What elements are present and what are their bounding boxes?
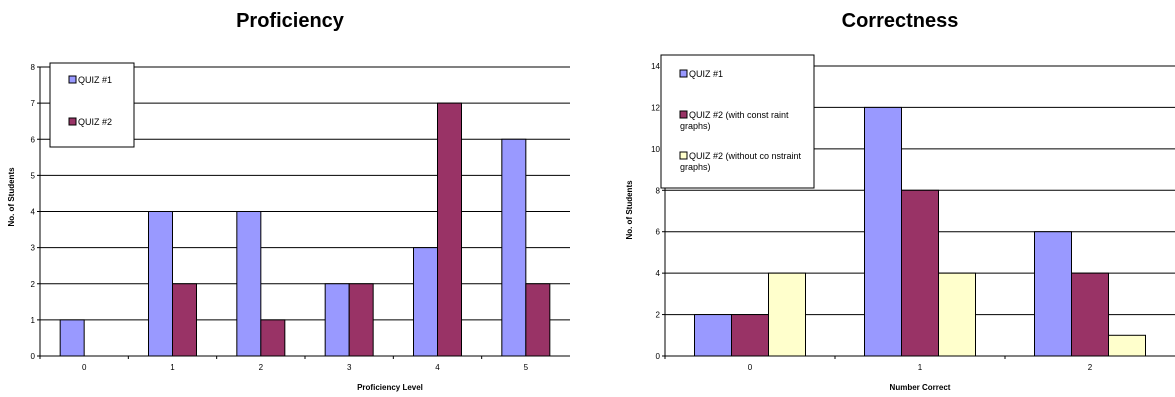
legend-box <box>49 62 135 148</box>
bar <box>236 211 262 357</box>
legend-label: QUIZ #1 <box>78 75 112 85</box>
legend-swatch <box>68 117 77 126</box>
bar <box>260 319 286 357</box>
x-tick-label: 4 <box>435 363 440 372</box>
legend-swatch <box>68 75 77 84</box>
x-tick-label: 0 <box>82 363 87 372</box>
legend: QUIZ #1 QUIZ #2 (with const raint graphs) Q… <box>660 54 815 189</box>
legend: QUIZ #1 QUIZ #2 <box>49 62 135 148</box>
y-tick-label: 0 <box>656 352 661 361</box>
bar <box>148 211 173 357</box>
bar <box>731 314 769 357</box>
bar <box>413 247 438 357</box>
y-tick-label: 0 <box>31 352 36 361</box>
legend-swatch <box>679 110 688 119</box>
y-tick-label: 6 <box>656 228 661 237</box>
bar <box>525 283 551 357</box>
y-tick-label: 10 <box>651 145 660 154</box>
bar <box>901 189 939 357</box>
bar <box>864 106 902 357</box>
legend-label: QUIZ #1 <box>689 69 723 79</box>
bar <box>1108 334 1146 357</box>
y-tick-label: 8 <box>656 186 661 195</box>
y-tick-label: 8 <box>31 63 36 72</box>
bar <box>768 272 806 357</box>
y-tick-label: 5 <box>31 171 36 180</box>
y-tick-label: 14 <box>651 62 660 71</box>
x-tick-label: 1 <box>170 363 175 372</box>
bar <box>348 283 374 357</box>
bar <box>1034 231 1072 357</box>
y-tick-label: 1 <box>31 316 36 325</box>
y-tick-label: 7 <box>31 99 36 108</box>
y-axis-label: No. of Students <box>625 180 634 240</box>
legend-label: QUIZ #2 (without co nstraint graphs) <box>680 151 802 172</box>
x-tick-label: 0 <box>748 363 753 372</box>
x-tick-label: 5 <box>524 363 529 372</box>
chart-title: Correctness <box>842 10 959 32</box>
x-tick-label: 2 <box>1088 363 1093 372</box>
bar <box>694 314 732 357</box>
y-tick-label: 3 <box>31 244 36 253</box>
bar <box>501 138 527 357</box>
bar <box>324 283 350 357</box>
proficiency-chart: Proficiency 0 1 2 3 4 5 6 7 8 0 1 2 3 4 5 Proficiency… <box>7 10 570 392</box>
legend-label: QUIZ #2 (with const raint graphs) <box>680 110 789 131</box>
y-tick-label: 6 <box>31 135 36 144</box>
y-tick-label: 4 <box>31 208 36 217</box>
x-axis-label: Proficiency Level <box>357 383 423 392</box>
y-tick-label: 12 <box>651 103 660 112</box>
bar <box>938 272 976 357</box>
y-tick-label: 2 <box>656 311 661 320</box>
bar <box>1071 272 1109 357</box>
y-tick-label: 2 <box>31 280 36 289</box>
x-tick-label: 3 <box>347 363 352 372</box>
y-tick-label: 4 <box>656 269 661 278</box>
bar <box>437 102 462 357</box>
legend-swatch <box>679 69 688 78</box>
chart-title: Proficiency <box>236 10 345 32</box>
y-axis-label: No. of Students <box>7 167 16 227</box>
x-tick-label: 1 <box>918 363 923 372</box>
x-tick-label: 2 <box>259 363 264 372</box>
legend-label: QUIZ #2 <box>78 117 112 127</box>
bar <box>59 319 85 357</box>
x-axis-label: Number Correct <box>890 383 951 392</box>
legend-swatch <box>679 151 688 160</box>
bar <box>172 283 197 357</box>
